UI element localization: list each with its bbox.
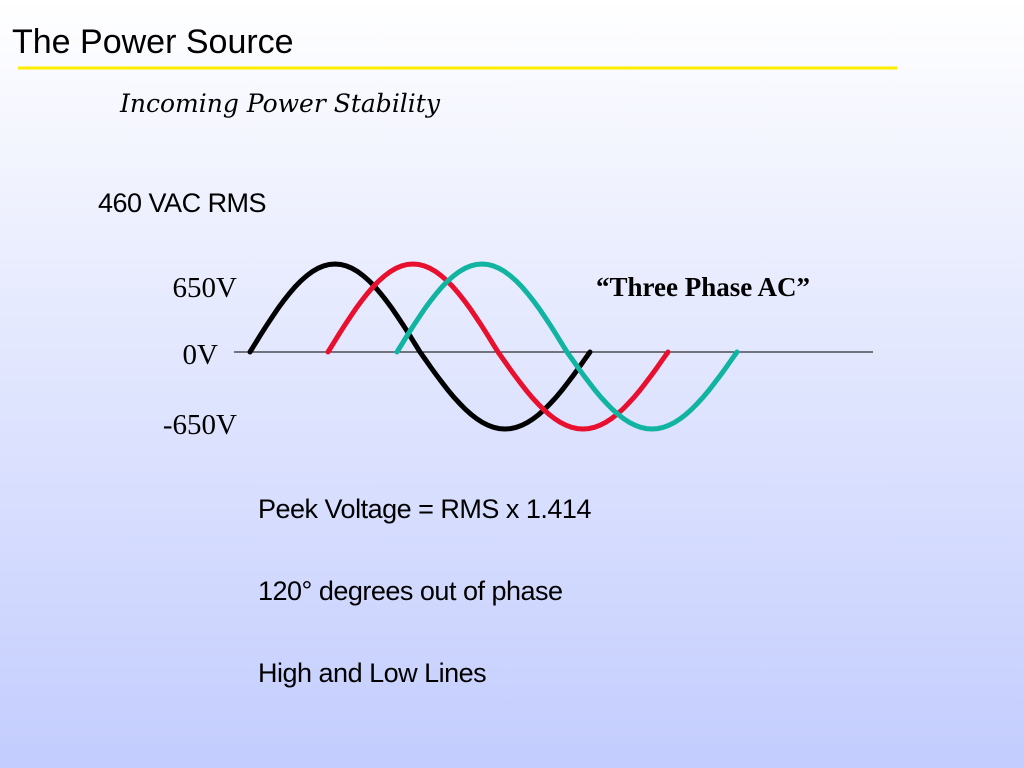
phase-wave bbox=[394, 261, 740, 432]
subtitle: Incoming Power Stability bbox=[119, 89, 441, 118]
phase-wave bbox=[247, 261, 593, 432]
voltage-label: -650V bbox=[163, 409, 237, 441]
slide-title: The Power Source bbox=[12, 23, 294, 61]
voltage-label: 0V bbox=[183, 339, 219, 371]
rms-label: 460 VAC RMS bbox=[98, 188, 266, 218]
note: Peek Voltage = RMS x 1.414 bbox=[258, 494, 591, 524]
waves bbox=[247, 261, 740, 432]
note: High and Low Lines bbox=[258, 658, 486, 688]
wave-caption: “Three Phase AC” bbox=[596, 272, 810, 302]
note: 120° degrees out of phase bbox=[258, 576, 563, 606]
voltage-label: 650V bbox=[173, 272, 238, 304]
phase-wave bbox=[325, 261, 671, 432]
